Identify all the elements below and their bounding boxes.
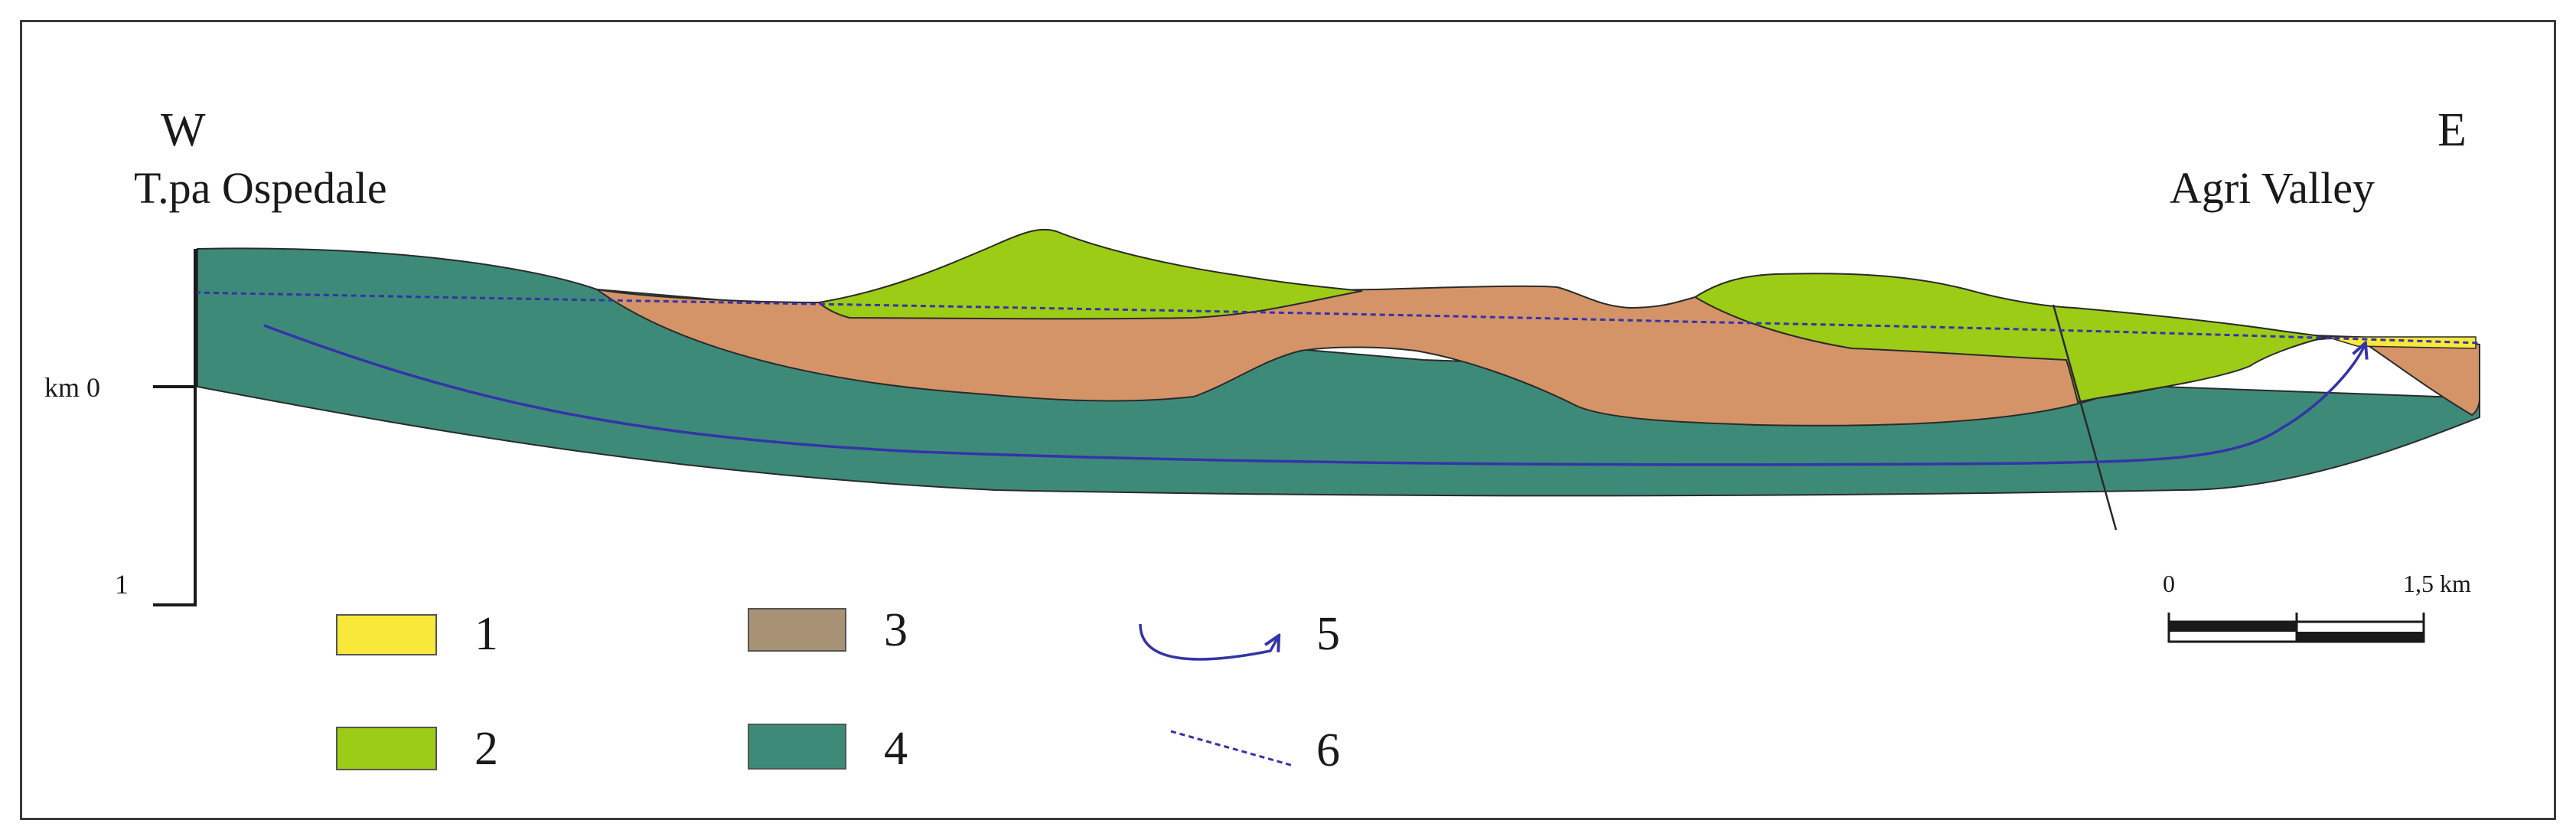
legend-swatch-2 xyxy=(336,727,437,770)
legend-swatch-4 xyxy=(748,724,846,770)
figure-frame xyxy=(20,20,2556,820)
scale-bar: 0 1,5 km xyxy=(2163,570,2471,643)
depth-label-bottom: 1 xyxy=(115,569,129,600)
east-place-label: Agri Valley xyxy=(2170,163,2375,213)
legend-swatch-3 xyxy=(748,608,846,652)
scale-label-end: 1,5 km xyxy=(2403,570,2471,597)
scale-bar-segment-1 xyxy=(2169,622,2297,632)
west-direction-label: W xyxy=(161,104,206,156)
groundwater-flowpath-arrow xyxy=(263,324,2365,466)
legend: 1 2 3 4 5 6 xyxy=(336,604,1340,776)
water-table-line xyxy=(194,291,2480,345)
legend-label-4: 4 xyxy=(884,723,908,775)
scale-bar-segment-2 xyxy=(2297,632,2424,642)
legend-label-6: 6 xyxy=(1316,724,1340,776)
depth-label-top: km 0 xyxy=(44,372,100,403)
legend-flowpath-icon xyxy=(1139,623,1278,661)
scale-label-start: 0 xyxy=(2163,570,2175,597)
depth-axis xyxy=(153,249,197,606)
west-place-label: T.pa Ospedale xyxy=(134,163,387,213)
legend-label-2: 2 xyxy=(474,723,498,775)
fault-line xyxy=(2052,304,2118,531)
legend-label-5: 5 xyxy=(1316,608,1340,660)
unit-2-central-hill xyxy=(817,228,1363,320)
legend-swatch-1 xyxy=(336,614,437,655)
legend-water-table-icon xyxy=(1170,730,1294,767)
legend-label-3: 3 xyxy=(884,604,908,656)
legend-label-1: 1 xyxy=(474,608,498,660)
unit-2-east-body xyxy=(1694,273,2327,404)
east-direction-label: E xyxy=(2437,104,2467,156)
